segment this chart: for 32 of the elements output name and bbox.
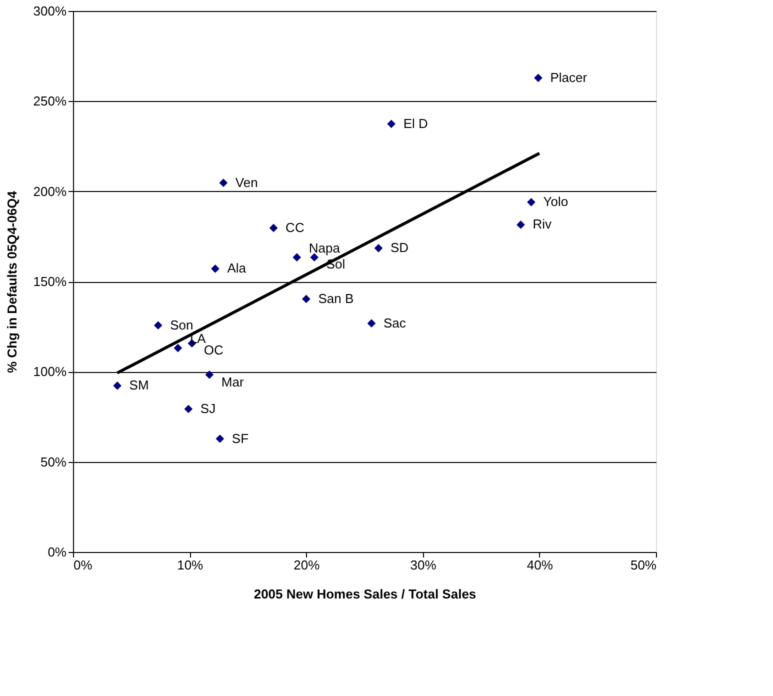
x-tick-label: 50% <box>630 558 657 572</box>
annotation: Yolo <box>543 194 568 210</box>
annotation: SM <box>129 378 149 393</box>
annotation: SJ <box>200 400 216 416</box>
annotation: Mar <box>221 374 244 390</box>
y-tick-label: 50% <box>40 454 67 470</box>
x-axis-title: 2005 New Homes Sales / Total Sales <box>254 586 476 602</box>
annotation: CC <box>286 220 304 235</box>
y-tick-label: 0% <box>48 544 67 560</box>
annotation: Ven <box>235 174 258 190</box>
annotation: OC <box>204 342 224 358</box>
annotation: Napa <box>308 240 341 256</box>
x-tick-label: 20% <box>294 558 320 572</box>
y-tick-label: 200% <box>33 184 67 199</box>
y-tick-label: 250% <box>33 94 67 109</box>
x-tick-label: 40% <box>526 558 554 572</box>
y-tick-label: 150% <box>33 274 67 289</box>
y-tick-label: 300% <box>33 4 67 18</box>
x-tick-label: 0% <box>74 558 93 572</box>
annotation: San B <box>318 290 354 306</box>
y-tick-label: 100% <box>33 364 67 380</box>
annotation: Placer <box>550 70 588 85</box>
annotation: Riv <box>532 216 552 232</box>
y-axis-title: % Chg in Defaults 05Q4-06Q4 <box>4 190 20 374</box>
annotation: SD <box>390 240 409 256</box>
annotation: SF <box>232 430 249 446</box>
x-tick-label: 10% <box>177 558 204 572</box>
annotation: Son <box>170 317 194 332</box>
annotation: Ala <box>227 260 247 276</box>
annotation: Sac <box>383 315 406 330</box>
x-tick-label: 30% <box>410 558 437 572</box>
annotation: El D <box>403 116 428 131</box>
